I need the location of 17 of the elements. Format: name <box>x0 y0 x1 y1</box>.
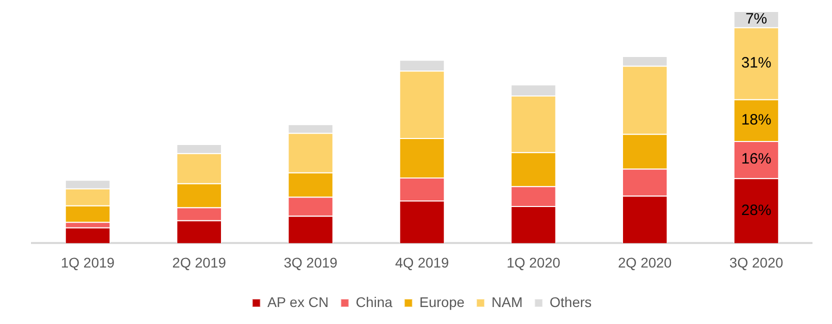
legend-label: AP ex CN <box>267 294 329 310</box>
data-label: 28% <box>741 202 772 219</box>
legend-label: Others <box>550 294 592 310</box>
x-tick-label: 3Q 2020 <box>729 254 784 270</box>
x-tick-label: 3Q 2019 <box>284 254 338 270</box>
x-tick-label: 2Q 2019 <box>172 254 226 270</box>
legend-label: China <box>356 294 393 310</box>
x-tick-label: 1Q 2019 <box>60 254 115 270</box>
x-tick-label: 2Q 2020 <box>618 254 672 270</box>
x-tick-label: 1Q 2020 <box>506 254 560 270</box>
legend-label: Europe <box>419 294 465 310</box>
data-label: 16% <box>741 150 772 168</box>
data-label: 31% <box>741 54 772 72</box>
legend-label: NAM <box>492 294 523 310</box>
data-label: 18% <box>741 111 772 128</box>
x-tick-label: 4Q 2019 <box>395 254 450 270</box>
data-label: 7% <box>745 10 768 28</box>
